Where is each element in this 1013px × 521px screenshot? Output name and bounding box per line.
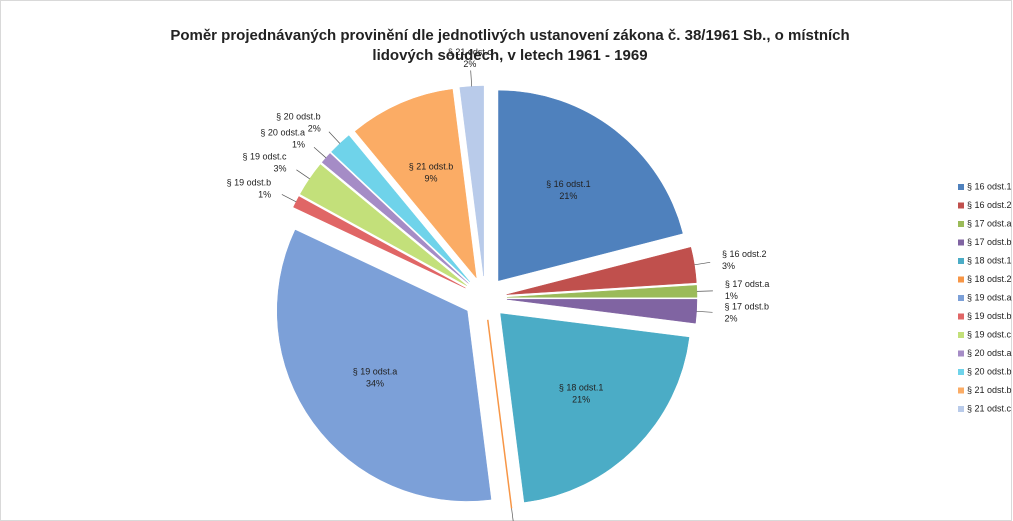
leader-line [296, 169, 310, 180]
data-label-value: 21% [559, 191, 577, 201]
legend-swatch [958, 350, 964, 357]
data-label-value: 2% [463, 59, 476, 69]
pie-slice [506, 247, 697, 295]
legend-label: § 20 odst.a [967, 348, 1012, 358]
data-label-value: 2% [308, 123, 321, 133]
legend-swatch [958, 184, 964, 190]
data-label-name: § 19 odst.b [227, 177, 272, 187]
pie-slice [293, 196, 466, 289]
legend-label: § 19 odst.b [967, 311, 1012, 321]
legend-label: § 21 odst.b [967, 385, 1012, 395]
pie-slice [500, 313, 690, 503]
legend-swatch [958, 276, 964, 283]
legend-label: § 18 odst.2 [967, 274, 1012, 284]
data-label-name: § 20 odst.a [260, 128, 305, 138]
legend-swatch [958, 406, 964, 412]
legend-swatch [958, 258, 964, 264]
data-label-name: § 17 odst.a [725, 279, 770, 289]
legend-label: § 17 odst.b [967, 237, 1012, 247]
pie-slice [299, 164, 467, 286]
legend-label: § 19 odst.a [967, 292, 1012, 302]
data-label-value: 1% [258, 189, 271, 199]
data-label-name: § 16 odst.2 [722, 249, 767, 259]
data-label-value: 3% [722, 261, 735, 271]
legend-swatch [958, 387, 964, 394]
legend-label: § 16 odst.2 [967, 200, 1012, 210]
legend-swatch [958, 313, 964, 320]
pie-slice [321, 153, 469, 284]
pie-slice [487, 319, 513, 509]
pie-slice [498, 90, 683, 281]
legend-label: § 16 odst.1 [967, 181, 1012, 191]
data-label-value: 21% [572, 395, 590, 405]
data-label-name: § 21 odst.b [409, 162, 454, 172]
data-label-value: 1% [725, 291, 738, 301]
legend-swatch [958, 295, 964, 301]
data-label-value: 34% [366, 378, 384, 388]
legend-label: § 18 odst.1 [967, 255, 1012, 265]
legend-swatch [958, 202, 964, 209]
legend-label: § 21 odst.c [967, 403, 1012, 413]
data-label-name: § 16 odst.1 [546, 179, 591, 189]
leader-line [281, 194, 297, 203]
data-label-name: § 18 odst.1 [559, 383, 604, 393]
leader-line [470, 70, 473, 87]
legend-label: § 17 odst.a [967, 218, 1012, 228]
data-label-value: 3% [273, 163, 286, 173]
data-label-name: § 19 odst.c [242, 151, 287, 161]
data-label-name: § 19 odst.a [353, 366, 398, 376]
data-label-value: 9% [424, 174, 437, 184]
data-label-name: § 20 odst.b [276, 111, 321, 121]
pie-slice [354, 89, 477, 279]
leader-line [696, 310, 713, 313]
data-label-name: § 17 odst.b [725, 301, 770, 311]
chart-title: lidových soudech, v letech 1961 - 1969 [372, 47, 647, 64]
leader-line [696, 290, 713, 292]
pie-slice [277, 229, 492, 502]
pie-slice [506, 285, 698, 298]
legend-swatch [958, 332, 964, 338]
leader-line [328, 131, 341, 144]
legend-label: § 19 odst.c [967, 329, 1012, 339]
legend-swatch [958, 239, 964, 246]
data-label-value: 2% [725, 313, 738, 323]
leader-line [313, 146, 327, 159]
legend-swatch [958, 221, 964, 227]
leader-line [511, 508, 514, 521]
legend-label: § 20 odst.b [967, 366, 1012, 376]
data-label-value: 1% [292, 140, 305, 150]
chart-title: Poměr projednávaných provinění dle jedno… [170, 27, 849, 44]
leader-line [694, 261, 711, 266]
legend-swatch [958, 369, 964, 375]
data-label-name: § 21 odst.c [448, 47, 493, 57]
